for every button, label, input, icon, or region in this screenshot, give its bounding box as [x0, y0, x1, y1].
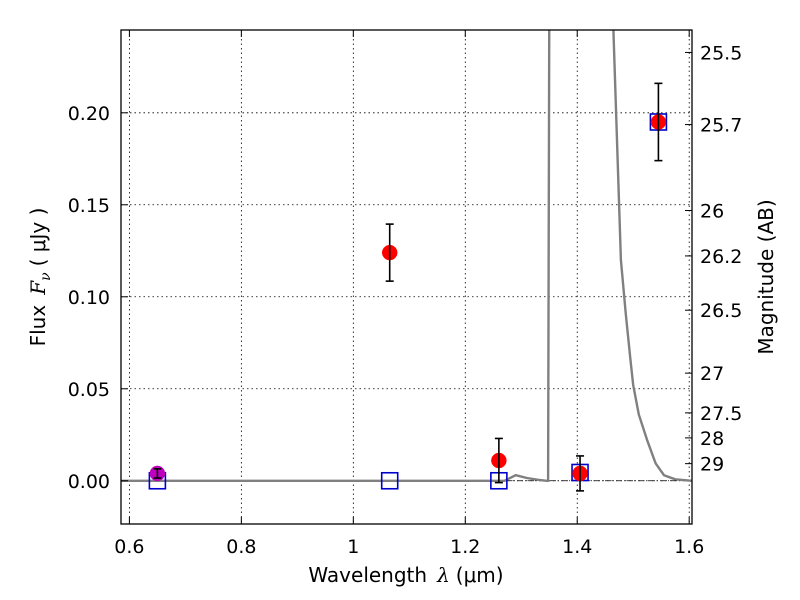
magnitude-tick-label: 27 [700, 363, 724, 385]
y-tick-label: 0.10 [68, 287, 110, 309]
magnitude-tick-label: 26 [700, 200, 724, 222]
x-tick-label: 1.6 [674, 536, 704, 558]
x-tick-label: 0.6 [114, 536, 144, 558]
magnitude-axis-label: Magnitude (AB) [754, 199, 778, 354]
magnitude-tick-label: 26.2 [700, 246, 742, 268]
y-tick-label: 0.15 [68, 195, 110, 217]
magnitude-axis: 25.5 25.7 26 26.2 26.5 27 27.5 28 29 [685, 42, 742, 476]
y-axis-label-symbol-sub: ν [38, 272, 54, 281]
x-tick-label: 0.8 [226, 536, 256, 558]
y-axis-label: Flux Fν ( μJy ) [26, 208, 54, 347]
plot-frame [120, 29, 693, 525]
magnitude-tick-label: 25.5 [700, 42, 742, 64]
model-flux-square [380, 471, 399, 490]
magnitude-tick-label: 29 [700, 454, 724, 476]
magnitude-tick-label: 25.7 [700, 115, 742, 137]
y-tick-label: 0.20 [68, 103, 110, 125]
template-spectrum-line [121, 30, 692, 482]
y-axis-label-text: Flux [26, 305, 50, 347]
plot-background [121, 30, 692, 524]
plot-area [121, 30, 692, 492]
magnitude-tick-label: 26.5 [700, 300, 742, 322]
x-tick-label: 1.2 [450, 536, 480, 558]
x-tick-label: 1 [347, 536, 359, 558]
x-axis-label: Wavelength λ (μm) [308, 563, 503, 587]
y-axis-label-unit: ( μJy ) [26, 208, 50, 267]
y-axis-label-symbol: F [26, 280, 50, 296]
magnitude-tick-label: 28 [700, 428, 724, 450]
x-axis-label-unit: (μm) [456, 563, 504, 587]
x-axis: 0.6 0.8 1 1.2 1.4 1.6 [114, 30, 704, 558]
magnitude-tick-label: 27.5 [700, 403, 742, 425]
y-tick-label: 0.00 [68, 471, 110, 493]
x-axis-label-text: Wavelength [308, 563, 427, 587]
x-axis-label-symbol: λ [436, 563, 450, 587]
y-tick-label: 0.05 [68, 379, 110, 401]
y-axis: 0.00 0.05 0.10 0.15 0.20 [68, 103, 128, 493]
x-tick-label: 1.4 [562, 536, 592, 558]
